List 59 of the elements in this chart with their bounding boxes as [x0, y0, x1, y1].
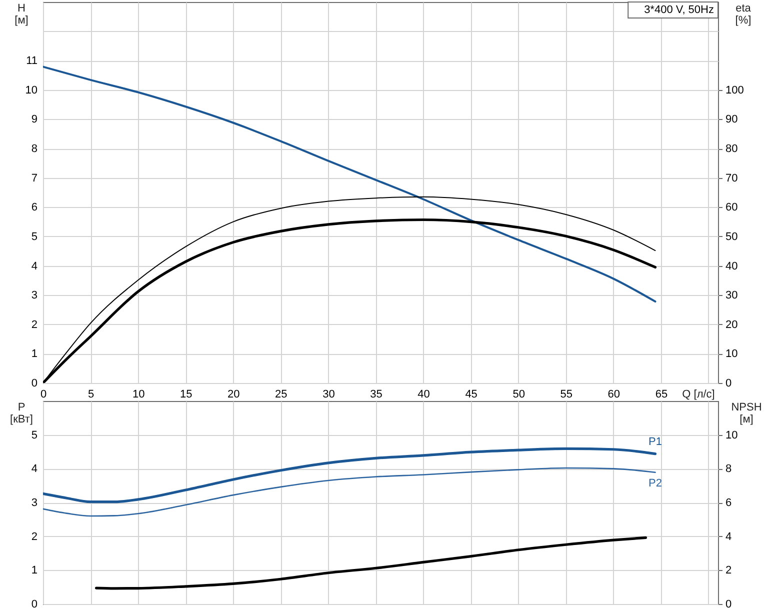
y-tick-label: 1: [31, 348, 38, 360]
series-label: P1: [648, 436, 662, 448]
y-tick-label: 4: [31, 463, 38, 476]
x-tick-label: 35: [370, 388, 382, 400]
x-tick-label: 30: [322, 388, 335, 400]
x-tick-label: 55: [560, 388, 573, 400]
y2-tick-label: 20: [726, 318, 738, 331]
y-tick-label: 5: [31, 429, 38, 442]
y2-tick-label: 8: [726, 463, 732, 476]
line-series: [43, 66, 656, 303]
y2-tick-label: 0: [726, 378, 732, 390]
y2-tick-label: 6: [726, 497, 732, 509]
y-tick-label: 3: [31, 497, 38, 509]
y-tick-label: 3: [31, 290, 38, 302]
x-tick-label: 45: [465, 388, 478, 400]
y-tick-label: 7: [31, 172, 38, 184]
y2-tick-label: 2: [726, 564, 732, 577]
y-tick-label: 2: [31, 530, 38, 543]
y-tick-label: 11: [26, 55, 38, 68]
line-series: [94, 536, 648, 590]
y-axis-title: H [м]: [14, 2, 28, 26]
series-label: P2: [648, 477, 662, 490]
y2-tick-label: 10: [726, 429, 738, 442]
y-tick-label: 10: [25, 84, 38, 96]
x-tick-label: 15: [180, 388, 192, 400]
y-tick-label: 8: [31, 143, 38, 156]
x-axis-title: Q [л/с]: [682, 388, 715, 400]
y-tick-label: 6: [31, 202, 38, 214]
y-tick-label: 1: [31, 564, 38, 577]
y2-tick-label: 4: [726, 530, 732, 543]
y2-tick-label: 0: [726, 598, 732, 610]
y2-tick-label: 10: [726, 348, 738, 360]
x-tick-label: 25: [275, 388, 288, 400]
y2-axis-title: eta [%]: [735, 2, 752, 26]
x-tick-label: 0: [40, 388, 47, 400]
x-tick-label: 5: [88, 388, 94, 400]
y-tick-label: 4: [31, 260, 38, 272]
y2-tick-label: 90: [726, 114, 738, 126]
y-axis-title: P [кВт]: [10, 402, 33, 426]
x-tick-label: 20: [228, 388, 240, 400]
y2-tick-label: 50: [726, 230, 738, 243]
x-tick-label: 65: [655, 388, 668, 400]
y2-tick-label: 80: [726, 143, 738, 156]
x-tick-label: 10: [132, 388, 145, 400]
annotation: 3*400 V, 50Hz: [644, 4, 714, 16]
y2-tick-label: 30: [726, 290, 738, 302]
y-tick-label: 9: [31, 114, 38, 126]
x-tick-label: 50: [512, 388, 525, 400]
y-tick-label: 0: [31, 598, 38, 610]
x-tick-label: 40: [418, 388, 430, 400]
y-tick-label: 2: [31, 318, 38, 331]
y2-tick-label: 70: [726, 172, 738, 184]
y2-axis-title: NPSH [м]: [731, 402, 762, 426]
y2-tick-label: 100: [726, 84, 744, 96]
x-tick-label: 60: [608, 388, 620, 400]
y-tick-label: 0: [31, 378, 38, 390]
y2-tick-label: 60: [726, 202, 738, 214]
y-tick-label: 5: [31, 230, 38, 243]
y2-tick-label: 40: [726, 260, 738, 272]
